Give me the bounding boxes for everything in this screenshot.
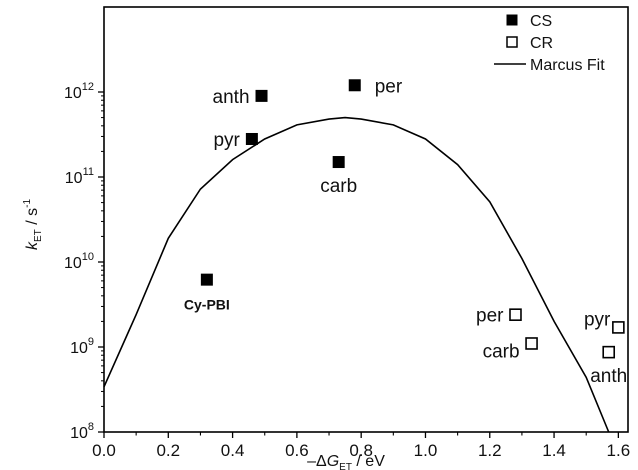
point-label: Cy-PBI bbox=[184, 297, 230, 313]
axes-group: 0.0 0.2 0.4 0.6 0.8 1.0 1.2 1.4 1.6 108 109 1010 101… bbox=[22, 6, 631, 470]
point-label: anth bbox=[213, 87, 250, 108]
x-tick-label: 0.2 bbox=[156, 441, 180, 460]
x-tick-label: 0.6 bbox=[285, 441, 309, 460]
point-label: anth bbox=[590, 366, 627, 387]
x-tick-label: 1.0 bbox=[414, 441, 438, 460]
legend-swatch-filled bbox=[506, 14, 518, 26]
legend-swatch-open bbox=[506, 36, 518, 48]
marcus-fit-line bbox=[103, 116, 610, 433]
x-tick-label: 1.6 bbox=[607, 441, 631, 460]
cs-point bbox=[332, 156, 345, 169]
point-label: pyr bbox=[213, 130, 240, 151]
point-labels-group: Cy-PBI pyr anth carb per per carb anth pyr bbox=[184, 76, 627, 387]
cr-point bbox=[612, 321, 625, 334]
marcus-fit-group bbox=[103, 116, 610, 433]
x-tick-label: 1.4 bbox=[542, 441, 566, 460]
cs-point bbox=[200, 273, 213, 286]
point-label: carb bbox=[320, 176, 357, 197]
x-tick-label: 0.8 bbox=[349, 441, 373, 460]
y-tick-label: 108 bbox=[70, 421, 94, 442]
x-tick-label: 0.4 bbox=[221, 441, 245, 460]
y-tick-label: 109 bbox=[70, 336, 94, 357]
cs-point bbox=[255, 89, 268, 102]
y-axis-label: kET / s-1 bbox=[22, 199, 44, 250]
point-label: carb bbox=[483, 341, 520, 362]
y-tick-label: 1012 bbox=[64, 81, 94, 102]
cs-point bbox=[348, 79, 361, 92]
data-points-group bbox=[200, 79, 625, 359]
cr-point bbox=[509, 308, 522, 321]
point-label: per bbox=[476, 306, 504, 327]
x-tick-label: 0.0 bbox=[92, 441, 116, 460]
legend: CS CR Marcus Fit bbox=[494, 13, 605, 74]
point-label: per bbox=[375, 76, 403, 97]
x-axis-label: –ΔGET / eV bbox=[307, 453, 385, 470]
legend-label: Marcus Fit bbox=[530, 57, 605, 74]
point-label: pyr bbox=[584, 309, 611, 330]
y-tick-label: 1011 bbox=[65, 166, 94, 187]
plot-frame bbox=[103, 6, 629, 433]
cs-point bbox=[245, 132, 258, 145]
cr-point bbox=[525, 337, 538, 350]
legend-label: CS bbox=[530, 13, 552, 30]
legend-label: CR bbox=[530, 35, 553, 52]
x-tick-label: 1.2 bbox=[478, 441, 502, 460]
cr-point bbox=[602, 345, 616, 359]
y-tick-label: 1010 bbox=[64, 251, 94, 272]
